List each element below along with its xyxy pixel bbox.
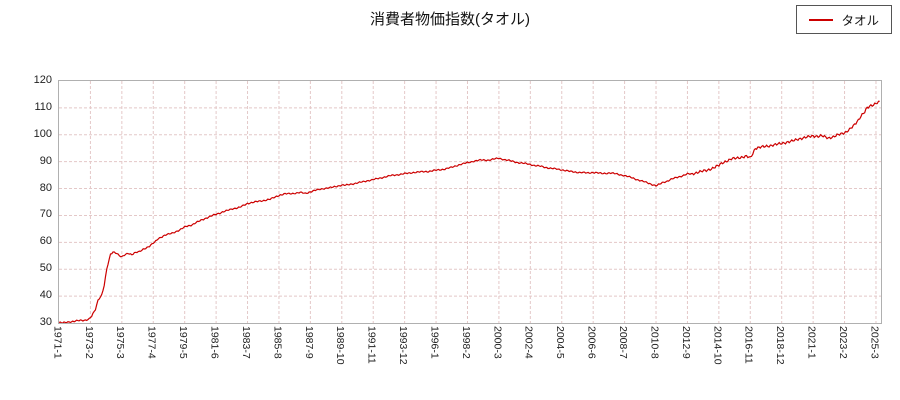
x-axis-label: 1983-7 bbox=[239, 326, 252, 359]
y-axis-label: 70 bbox=[39, 208, 52, 221]
x-axis-label: 1975-3 bbox=[114, 326, 127, 359]
x-axis-label: 1985-8 bbox=[271, 326, 284, 359]
chart-title: 消費者物価指数(タオル) bbox=[370, 11, 530, 28]
x-axis-label: 2002-4 bbox=[522, 326, 535, 359]
legend-line-icon bbox=[809, 18, 834, 21]
x-axis-label: 1989-10 bbox=[334, 326, 347, 365]
x-axis-label: 1979-5 bbox=[177, 326, 190, 359]
x-axis-label: 2016-11 bbox=[742, 326, 755, 364]
x-axis-label: 1996-1 bbox=[428, 326, 441, 359]
y-axis-label: 120 bbox=[33, 74, 52, 86]
y-axis-label: 60 bbox=[39, 235, 52, 248]
x-axis-label: 2012-9 bbox=[679, 326, 692, 359]
x-axis-label: 2004-5 bbox=[554, 326, 567, 359]
y-axis-label: 30 bbox=[39, 316, 52, 328]
x-axis-label: 1971-1 bbox=[51, 326, 64, 359]
x-axis-label: 2008-7 bbox=[616, 326, 629, 359]
x-axis-label: 1998-2 bbox=[459, 326, 472, 359]
x-axis-label: 2021-1 bbox=[805, 326, 818, 359]
y-axis-label: 80 bbox=[39, 181, 52, 194]
x-axis-label: 2000-3 bbox=[491, 326, 504, 359]
y-axis-label: 100 bbox=[33, 127, 52, 140]
plot-area bbox=[58, 80, 882, 324]
x-axis-label: 2010-8 bbox=[648, 326, 661, 359]
x-axis-label: 1977-4 bbox=[145, 326, 158, 359]
plot-svg bbox=[59, 81, 881, 323]
y-axis-label: 90 bbox=[39, 154, 52, 167]
x-axis-label: 1973-2 bbox=[82, 326, 95, 359]
x-axis-label: 2018-12 bbox=[774, 326, 787, 365]
x-axis-label: 1991-11 bbox=[365, 326, 378, 364]
x-axis-label: 2025-3 bbox=[868, 326, 881, 359]
x-axis-label: 1981-6 bbox=[208, 326, 221, 359]
x-axis-label: 2006-6 bbox=[585, 326, 598, 359]
legend-series-label: タオル bbox=[841, 14, 879, 28]
x-axis-label: 2014-10 bbox=[711, 326, 724, 365]
y-axis-label: 110 bbox=[34, 100, 52, 113]
x-axis-label: 2023-2 bbox=[836, 326, 849, 359]
y-axis-label: 50 bbox=[39, 262, 52, 275]
x-axis-label: 1987-9 bbox=[302, 326, 315, 359]
legend: タオル bbox=[796, 5, 892, 34]
y-axis-label: 40 bbox=[39, 289, 52, 302]
x-axis-label: 1993-12 bbox=[397, 326, 410, 365]
